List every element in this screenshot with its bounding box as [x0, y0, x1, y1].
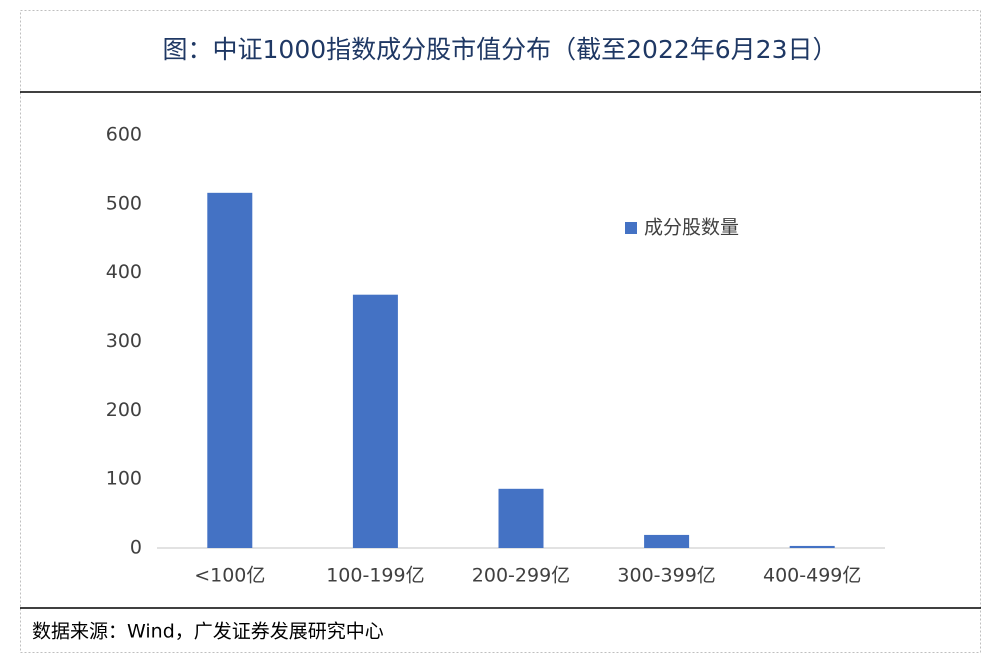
frame	[20, 10, 981, 653]
x-tick-label: 300-399亿	[617, 565, 715, 587]
y-tick-label: 500	[106, 192, 142, 214]
x-tick-label: 100-199亿	[326, 565, 424, 587]
x-tick-label: 400-499亿	[763, 565, 861, 587]
x-tick-label: <100亿	[194, 565, 265, 587]
chart-title: 图：中证1000指数成分股市值分布（截至2022年6月23日）	[163, 35, 838, 64]
y-tick-label: 100	[106, 468, 142, 490]
legend-label: 成分股数量	[644, 217, 739, 239]
y-tick-label: 0	[130, 537, 142, 559]
x-tick-label: 200-299亿	[472, 565, 570, 587]
bar	[207, 192, 253, 548]
bar	[498, 488, 544, 548]
legend-swatch	[625, 222, 637, 234]
bar	[789, 545, 835, 548]
y-tick-label: 400	[106, 261, 142, 283]
source-note: 数据来源：Wind，广发证券发展研究中心	[32, 621, 384, 643]
y-tick-label: 200	[106, 399, 142, 421]
y-tick-label: 300	[106, 330, 142, 352]
bar	[352, 294, 398, 548]
bar	[644, 534, 690, 548]
y-tick-label: 600	[106, 124, 142, 146]
